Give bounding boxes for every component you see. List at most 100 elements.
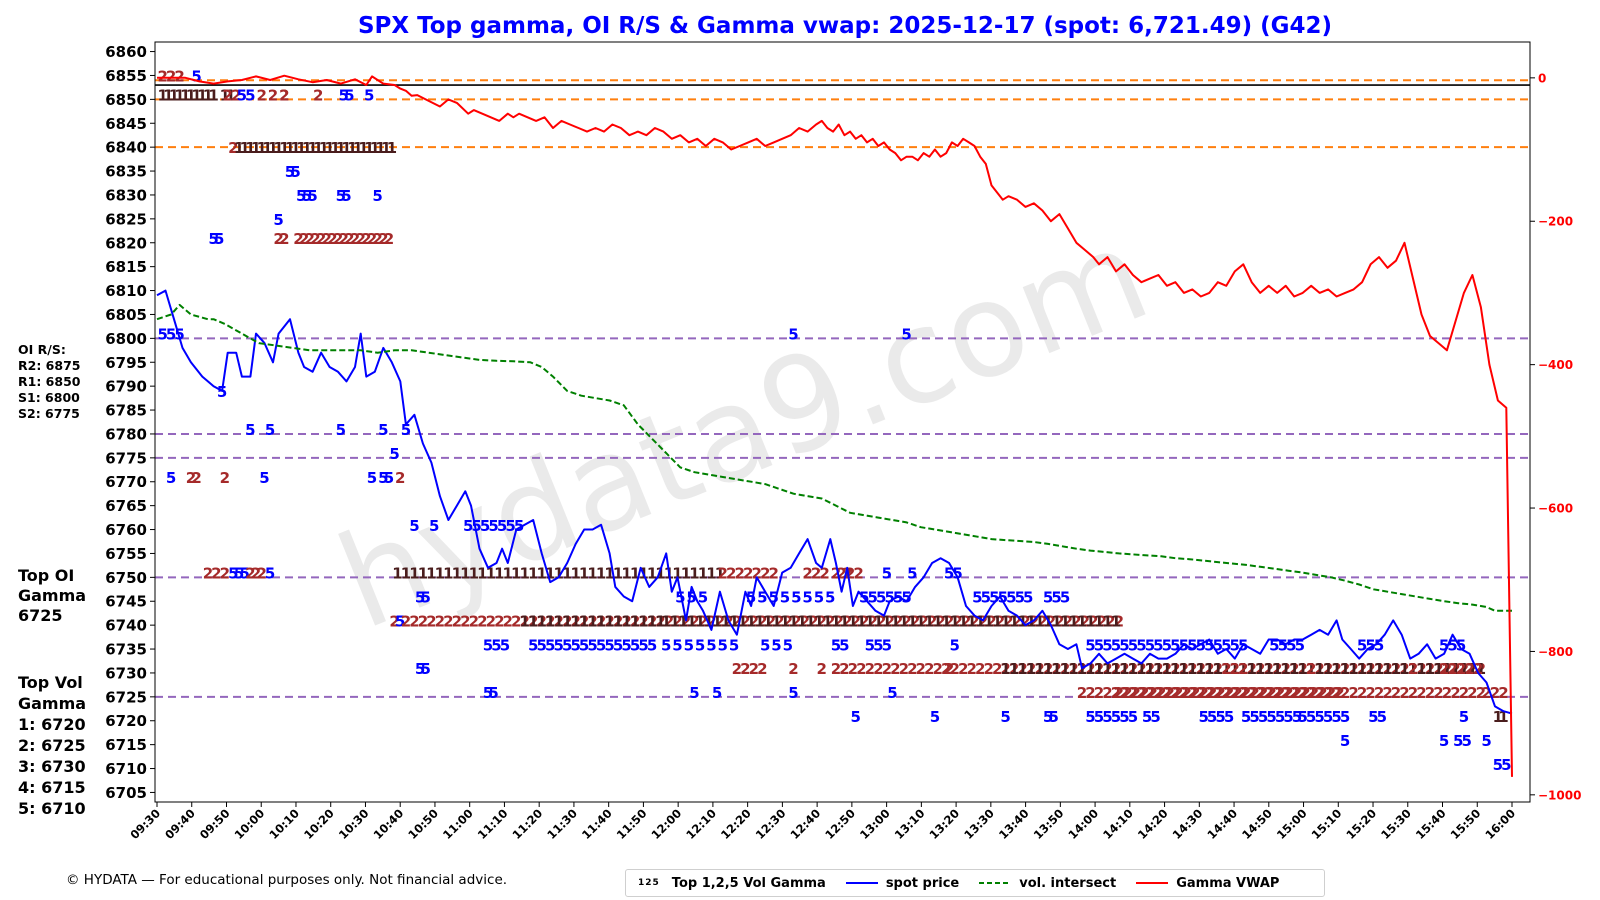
vol-gamma-marker: 2 [1097,612,1107,630]
vol-gamma-marker: 5 [285,163,295,181]
vol-gamma-marker: 5 [1241,708,1251,726]
vol-gamma-marker: 2 [893,612,903,630]
vol-gamma-marker: 5 [675,588,685,606]
y-left-tick-label: 6745 [105,593,147,611]
vol-gamma-marker: 5 [395,612,405,630]
vol-gamma-marker: 2 [256,87,266,105]
vol-gamma-marker: 5 [1266,708,1276,726]
vol-gamma-marker: 2 [969,612,979,630]
vol-gamma-marker: 1 [220,87,230,105]
vol-gamma-marker: 1 [882,612,892,630]
y-left-tick-label: 6770 [105,473,147,491]
vol-gamma-marker: 1 [975,612,985,630]
vol-gamma-marker: 2 [621,612,631,630]
vol-gamma-marker: 1 [638,612,648,630]
x-tick-label: 15:40 [1413,806,1449,842]
vol-gamma-marker: 1 [234,139,244,157]
vol-gamma-marker: 1 [1034,660,1044,678]
vol-gamma-marker: 2 [831,660,841,678]
vol-gamma-marker: 5 [166,326,176,344]
vol-gamma-marker: 2 [1275,684,1285,702]
y-left-tick-label: 6855 [105,67,147,85]
vol-gamma-marker: 2 [191,469,201,487]
vol-gamma-marker: 2 [1102,660,1112,678]
vol-gamma-marker: 2 [327,230,337,248]
vol-gamma-marker: 2 [1094,684,1104,702]
vol-gamma-marker: 1 [169,87,179,105]
vol-gamma-marker: 1 [1408,660,1418,678]
vol-gamma-marker: 5 [1357,636,1367,654]
vol-gamma-marker: 2 [1297,660,1307,678]
y-right-tick-label: 0 [1538,71,1546,85]
vol-gamma-marker: 1 [1119,660,1129,678]
vol-gamma-marker: 2 [389,612,399,630]
vol-gamma-marker: 5 [421,588,431,606]
vol-gamma-marker: 1 [1399,660,1409,678]
copyright-notice: © HYDATA — For educational purposes only… [66,872,508,888]
vol-gamma-marker: 5 [1323,708,1333,726]
vol-gamma-marker: 2 [333,230,343,248]
vol-gamma-marker: 2 [1382,660,1392,678]
vol-gamma-marker: 1 [330,139,340,157]
x-tick-label: 15:00 [1274,806,1310,842]
vol-gamma-marker: 1 [720,612,730,630]
vol-gamma-marker: 2 [1280,684,1290,702]
vol-gamma-marker: 2 [890,660,900,678]
vol-gamma-marker: 2 [186,469,196,487]
vol-gamma-marker: 5 [882,565,892,583]
vol-gamma-marker: 2 [831,565,841,583]
vol-gamma-marker: 2 [1060,660,1070,678]
vol-gamma-marker: 5 [876,588,886,606]
vol-gamma-marker: 5 [802,588,812,606]
vol-gamma-marker: 2 [1391,660,1401,678]
vol-gamma-marker: 2 [941,660,951,678]
vol-gamma-marker: 1 [661,612,671,630]
vol-gamma-marker: 1 [1111,660,1121,678]
vol-gamma-marker: 1 [831,612,841,630]
vol-gamma-marker: 2 [1498,684,1508,702]
vol-gamma-marker: 2 [848,660,858,678]
vol-gamma-marker: 1 [174,87,184,105]
vol-gamma-marker: 2 [1136,684,1146,702]
y-left-tick-label: 6760 [105,521,147,539]
vol-gamma-marker: 2 [1204,660,1214,678]
y-axis-right: 0 −200 −400 −600 −800 −1000 [1530,71,1581,802]
series-line-spot-price [156,289,1513,715]
vol-gamma-marker: 1 [822,612,832,630]
x-tick-label: 14:20 [1135,806,1171,842]
vol-gamma-marker: 1 [1060,660,1070,678]
vol-gamma-marker: 1 [706,565,716,583]
vol-gamma-marker: 5 [384,469,394,487]
vol-gamma-marker: 2 [1156,684,1166,702]
vol-gamma-marker: 5 [1213,636,1223,654]
y-left-tick-label: 6810 [105,282,147,300]
oi-rs-title: OI R/S: [18,342,66,357]
vol-gamma-marker: 2 [1425,684,1435,702]
x-tick-label: 14:30 [1170,806,1206,842]
vol-gamma-marker: 1 [1068,660,1078,678]
vol-gamma-marker: 5 [746,588,756,606]
vol-gamma-marker: 2 [766,612,776,630]
x-tick-label: 13:50 [1031,806,1067,842]
vol-gamma-marker: 5 [1119,636,1129,654]
vol-gamma-marker: 1 [1009,612,1019,630]
vol-gamma-marker: 2 [1447,660,1457,678]
vol-gamma-marker: 5 [1085,636,1095,654]
y-left-tick-label: 6715 [105,736,147,754]
vol-gamma-marker: 2 [825,612,835,630]
vol-gamma-marker: 1 [486,565,496,583]
vol-gamma-marker: 5 [1297,708,1307,726]
vol-gamma-marker: 1 [426,565,436,583]
vol-gamma-marker: 2 [1128,684,1138,702]
vol-gamma-marker: 2 [1408,684,1418,702]
vol-gamma-marker: 2 [477,612,487,630]
vol-gamma-marker: 5 [884,588,894,606]
vol-gamma-marker: 1 [1102,612,1112,630]
vol-gamma-marker: 1 [191,87,201,105]
vol-gamma-marker: 2 [845,565,855,583]
vol-gamma-marker: 2 [1068,660,1078,678]
vol-gamma-marker: 1 [856,612,866,630]
vol-gamma-marker: 2 [1272,684,1282,702]
vol-gamma-marker: 5 [157,326,167,344]
